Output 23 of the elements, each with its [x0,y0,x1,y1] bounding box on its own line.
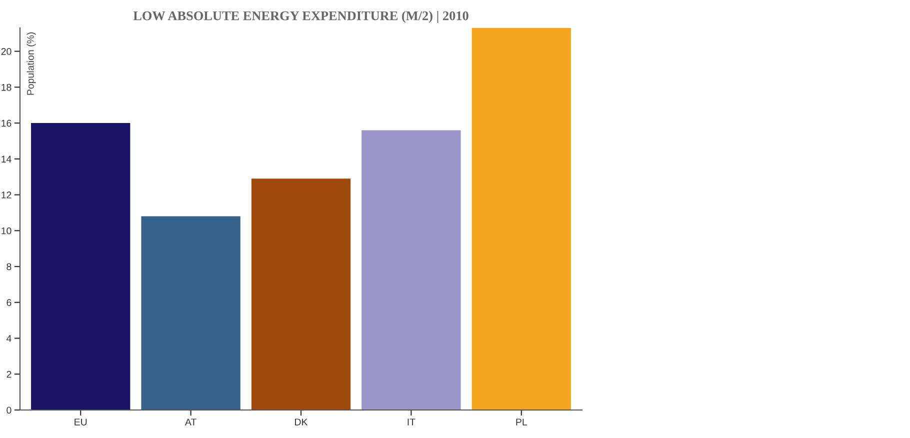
y-tick-label: 8 [6,263,12,270]
bar [251,178,351,410]
y-tick-label: 20 [1,48,12,55]
y-axis-title: Population (%) [26,32,36,95]
y-tick-label: 18 [2,84,12,91]
y-tick-label: 12 [2,192,12,198]
y-tick-label: 2 [6,370,12,378]
y-tick-label: 0 [6,406,12,414]
y-tick-label: 4 [6,335,12,342]
bar [472,28,571,410]
y-tick-label: 6 [6,299,12,306]
x-tick-label: IT [408,418,416,426]
x-tick-label: DK [295,418,308,426]
x-tick-label: AT [184,418,196,426]
x-tick-label: PL [516,418,528,426]
bar [31,123,130,410]
y-tick-label: 16 [2,120,12,127]
y-tick-label: 14 [2,156,12,162]
chart-title: LOW ABSOLUTE ENERGY EXPENDITURE (M/2) | 2010 [133,10,468,23]
bar [362,130,461,410]
x-tick-label: EU [74,418,87,426]
y-tick-label: 10 [2,227,12,234]
bar [141,216,240,410]
